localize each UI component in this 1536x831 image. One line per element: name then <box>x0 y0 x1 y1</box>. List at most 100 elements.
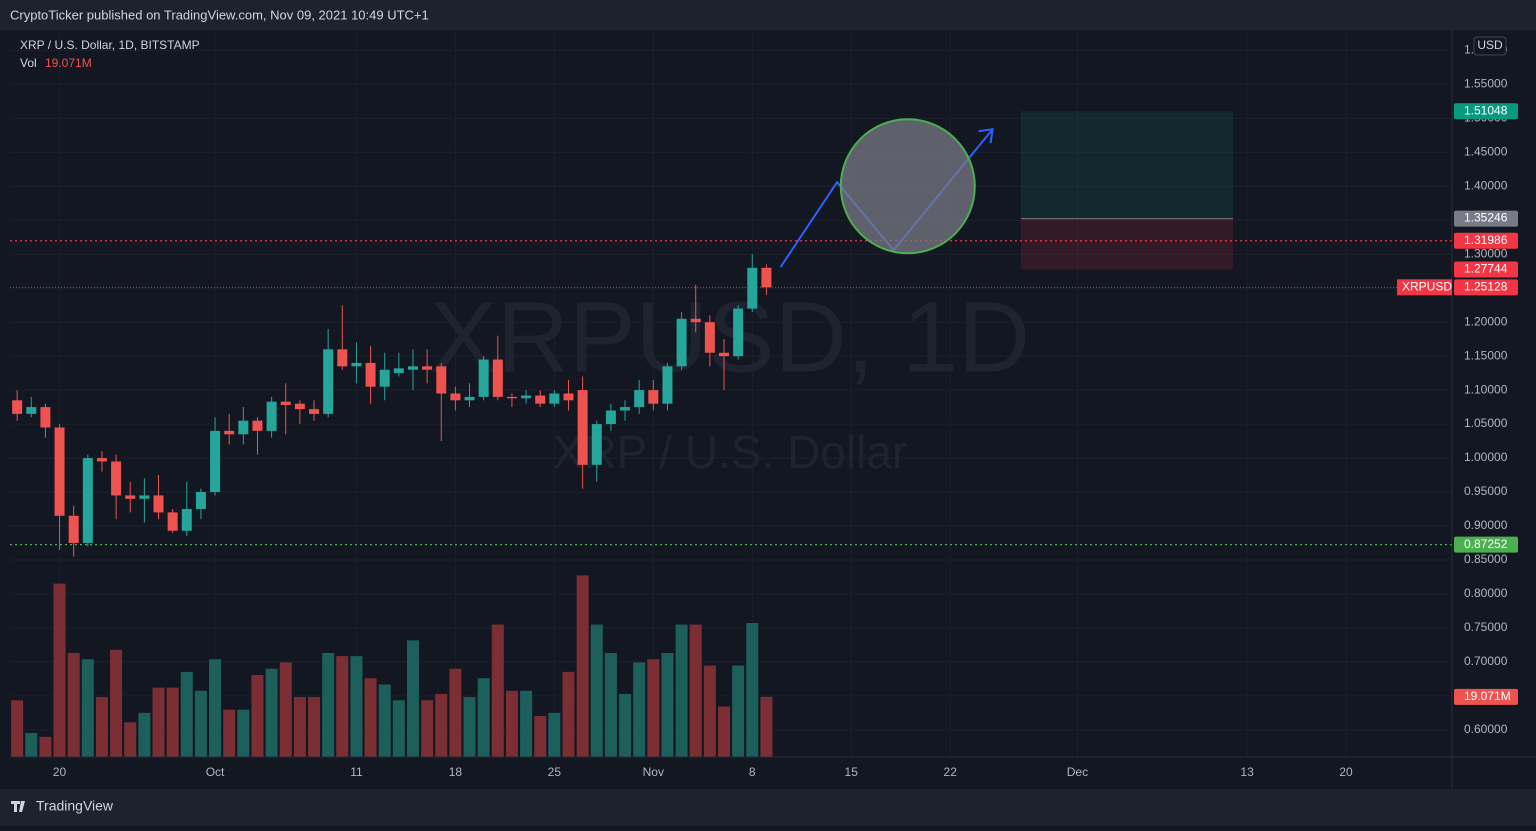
candle-body <box>153 495 164 513</box>
volume-bar <box>180 671 193 757</box>
price-label-bg <box>1454 536 1518 553</box>
candle-body <box>407 366 418 370</box>
y-tick-label: 1.10000 <box>1464 382 1508 396</box>
drawn-circle <box>839 118 976 255</box>
candle-body <box>591 424 602 465</box>
price-label: 1.25128 <box>1464 279 1508 293</box>
volume-bar <box>534 716 547 757</box>
symbol-title: XRP / U.S. Dollar, 1D, BITSTAMP <box>20 38 200 52</box>
plot-area: XRPUSD, 1D XRP / U.S. Dollar <box>10 30 1452 757</box>
candle-body <box>450 393 461 401</box>
currency-button[interactable] <box>1473 36 1507 56</box>
volume-bar <box>619 693 632 757</box>
candle-body <box>365 362 376 387</box>
candle-body <box>605 410 616 425</box>
volume-bar <box>562 671 575 757</box>
price-label: 1.51048 <box>1464 103 1508 117</box>
candle-body <box>82 458 93 543</box>
price-label-bg <box>1454 279 1518 296</box>
candle-body <box>266 401 277 431</box>
candle-body <box>252 420 263 431</box>
volume-bar <box>732 665 745 757</box>
candle-body <box>563 393 574 401</box>
candle-body <box>210 430 221 493</box>
y-tick-label: 1.45000 <box>1464 144 1508 158</box>
volume-bar <box>336 656 349 757</box>
volume-bar <box>110 649 123 757</box>
x-tick-label: 15 <box>845 765 859 779</box>
candle-body <box>478 359 489 397</box>
x-tick-label: 11 <box>350 765 363 779</box>
volume-bar <box>548 712 561 757</box>
x-tick-label: 8 <box>749 765 756 779</box>
watermark: XRPUSD, 1D <box>430 281 1030 393</box>
volume-bar <box>604 652 617 757</box>
candle-body <box>393 368 404 374</box>
candle-body <box>26 407 37 414</box>
candle-body <box>521 395 532 399</box>
target-zone <box>1020 111 1233 219</box>
volume-bar <box>152 687 165 757</box>
volume-bar <box>322 652 335 757</box>
y-tick-label: 1.20000 <box>1464 314 1508 328</box>
y-tick-label: 1.05000 <box>1464 416 1508 430</box>
price-label-bg <box>1454 261 1518 278</box>
arrow-head <box>978 128 994 144</box>
x-tick-label: Nov <box>643 765 664 779</box>
volume-bar <box>350 656 363 757</box>
price-label: 0.87252 <box>1464 537 1508 551</box>
candle-body <box>323 349 334 414</box>
candle-body <box>125 495 136 499</box>
volume-label-bg <box>1454 688 1518 705</box>
price-label: 1.35246 <box>1464 211 1508 225</box>
candle-body <box>620 407 631 411</box>
volume-bar <box>463 697 476 757</box>
candle-body <box>676 318 687 367</box>
volume-bar <box>293 697 306 757</box>
candle-body <box>704 322 715 353</box>
candle-body <box>224 430 235 435</box>
symbol-label-bg <box>1397 279 1452 296</box>
volume-bar <box>138 712 151 757</box>
volume-bar <box>392 700 405 757</box>
candle-body <box>54 427 65 516</box>
brand: TradingView <box>36 798 114 814</box>
volume-bar <box>11 700 24 757</box>
y-tick-label: 1.30000 <box>1464 246 1508 260</box>
x-tick-label: Oct <box>206 765 225 779</box>
volume-label: 19.071M <box>1464 689 1511 703</box>
price-label: 1.31986 <box>1464 233 1508 247</box>
volume-bar <box>406 640 419 757</box>
x-tick-label: 20 <box>53 765 67 779</box>
candle-body <box>280 401 291 406</box>
volume-bar <box>53 583 66 757</box>
candle-body <box>12 400 23 414</box>
volume-bar <box>718 706 730 757</box>
volume-bar <box>166 687 179 757</box>
candle-body <box>690 318 701 323</box>
volume-bar <box>746 623 759 757</box>
x-tick-label: 25 <box>548 765 562 779</box>
watermark-subtitle: XRP / U.S. Dollar <box>553 426 907 478</box>
footer-bar <box>0 789 1536 826</box>
candle-body <box>68 515 79 543</box>
volume-bar <box>364 678 377 757</box>
candle-body <box>40 407 51 428</box>
price-label-bg <box>1454 232 1518 249</box>
volume-bar <box>308 697 321 757</box>
candle-body <box>422 366 433 370</box>
volume-bar <box>81 659 94 757</box>
x-tick-label: 20 <box>1339 765 1353 779</box>
price-label-bg <box>1454 103 1518 120</box>
y-tick-label: 1.55000 <box>1464 77 1508 91</box>
volume-bar <box>265 668 278 757</box>
candle-body <box>351 362 362 367</box>
candle-body <box>733 308 744 357</box>
volume-bar <box>590 624 603 757</box>
candle-body <box>238 420 249 435</box>
y-tick-label: 1.00000 <box>1464 450 1508 464</box>
x-tick-label: 18 <box>449 765 463 779</box>
volume-bar <box>124 722 137 757</box>
